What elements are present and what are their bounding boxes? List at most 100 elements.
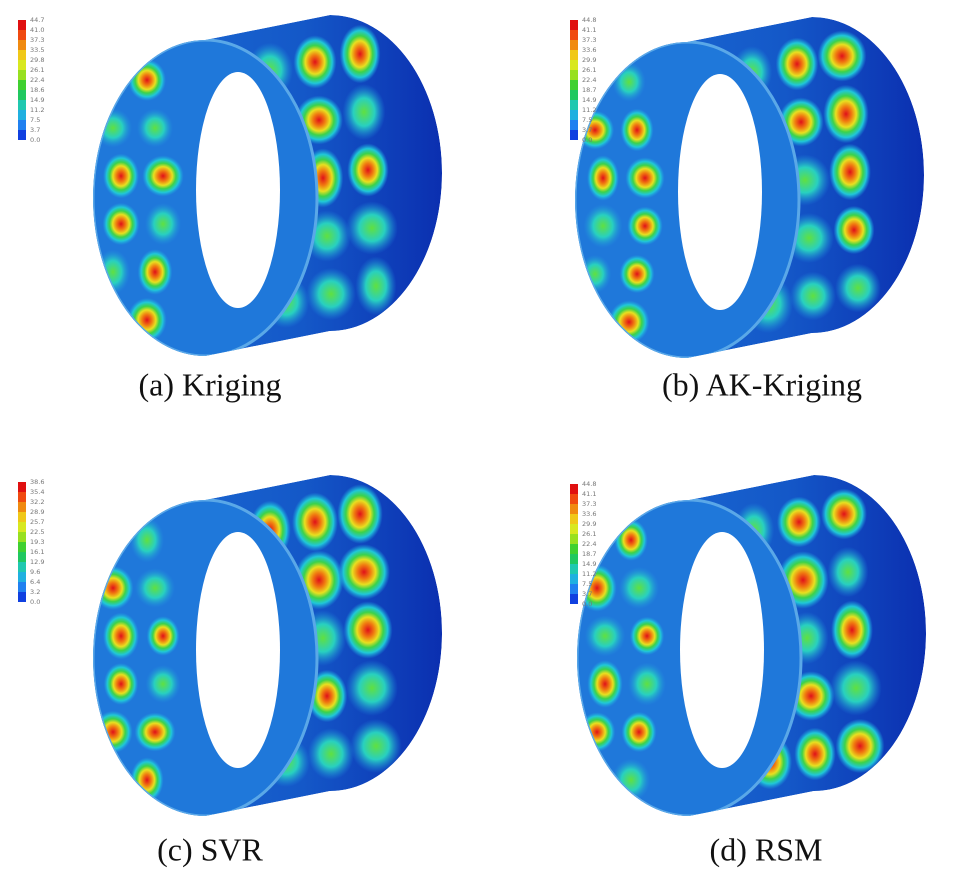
caption: (c) SVR <box>157 831 263 867</box>
legend-band <box>18 492 26 502</box>
legend-band <box>570 60 578 70</box>
stress-spot <box>830 660 882 715</box>
legend-label: 29.9 <box>582 56 596 64</box>
stress-spot <box>823 85 868 143</box>
legend-label: 26.1 <box>30 66 44 74</box>
legend-label: 26.1 <box>582 530 596 538</box>
legend-label: 41.1 <box>582 490 596 498</box>
legend-label: 22.4 <box>582 540 596 548</box>
legend-band <box>18 90 26 100</box>
stress-spot <box>103 154 139 199</box>
legend-label: 29.9 <box>582 520 596 528</box>
stress-spot <box>612 62 645 102</box>
legend-band <box>18 40 26 50</box>
legend-band <box>570 20 578 30</box>
stress-spot <box>612 759 651 802</box>
stress-spot <box>570 760 608 800</box>
legend-band <box>18 572 26 582</box>
legend-label: 14.9 <box>582 560 596 568</box>
stress-spot <box>343 84 386 140</box>
legend-band <box>570 504 578 514</box>
stress-spot <box>776 38 819 91</box>
cylinder <box>87 475 442 816</box>
stress-spot <box>619 567 660 609</box>
legend-label: 7.5 <box>582 116 592 124</box>
legend-band <box>570 50 578 60</box>
legend-band <box>570 120 578 130</box>
stress-spot <box>608 300 649 343</box>
stress-spot <box>306 268 355 320</box>
legend-label: 6.4 <box>30 578 40 586</box>
legend-label: 12.9 <box>30 558 44 566</box>
stress-spot <box>583 204 622 248</box>
legend-band <box>570 70 578 80</box>
legend-band <box>570 484 578 494</box>
legend-label: 44.7 <box>30 16 44 24</box>
legend-label: 33.5 <box>30 46 44 54</box>
opening-gap <box>680 532 764 768</box>
panel: 44.741.037.333.529.826.122.418.614.911.2… <box>18 15 442 356</box>
legend-band <box>18 542 26 552</box>
legend-label: 18.7 <box>582 86 596 94</box>
stress-spot <box>145 203 182 245</box>
legend-label: 3.7 <box>582 590 592 598</box>
legend-label: 3.7 <box>30 126 40 134</box>
legend-band <box>570 30 578 40</box>
legend-band <box>18 592 26 602</box>
stress-spot <box>619 255 654 293</box>
stress-spot <box>777 497 821 548</box>
legend-band <box>570 494 578 504</box>
legend-label: 33.6 <box>582 46 596 54</box>
stress-spot <box>87 520 123 560</box>
legend-label: 14.9 <box>582 96 596 104</box>
legend-label: 26.1 <box>582 66 596 74</box>
legend-label: 33.6 <box>582 510 596 518</box>
legend-band <box>18 512 26 522</box>
stress-spot <box>308 728 354 780</box>
stress-spot <box>85 59 126 102</box>
stress-spot <box>587 660 622 708</box>
legend-band <box>570 534 578 544</box>
legend-label: 7.5 <box>30 116 40 124</box>
stress-spot <box>128 59 166 101</box>
legend-label: 0.0 <box>582 600 592 608</box>
legend-band <box>18 30 26 40</box>
stress-spot <box>127 298 166 342</box>
stress-spot <box>294 35 337 88</box>
stress-spot <box>614 519 647 561</box>
legend-label: 22.4 <box>582 76 596 84</box>
stress-spot <box>831 600 873 659</box>
stress-spot <box>625 157 664 198</box>
legend-label: 22.4 <box>30 76 44 84</box>
legend-label: 38.6 <box>30 478 44 486</box>
opening-gap <box>196 72 280 308</box>
legend-label: 35.4 <box>30 488 44 496</box>
stress-spot <box>346 201 398 254</box>
legend-label: 44.8 <box>582 16 596 24</box>
stress-spot <box>292 493 338 552</box>
legend-label: 18.6 <box>30 86 44 94</box>
legend-band <box>18 110 26 120</box>
legend-band <box>570 110 578 120</box>
legend-band <box>570 514 578 524</box>
legend-band <box>18 50 26 60</box>
legend-label: 32.2 <box>30 498 44 506</box>
stress-spot <box>135 568 175 608</box>
legend-band <box>18 60 26 70</box>
stress-spot <box>94 108 133 147</box>
legend-band <box>18 80 26 90</box>
legend-label: 14.9 <box>30 96 44 104</box>
stress-spot <box>827 547 868 598</box>
legend-band <box>18 120 26 130</box>
opening-gap <box>196 532 280 768</box>
legend-band <box>18 482 26 492</box>
legend-label: 18.7 <box>582 550 596 558</box>
panel: 38.635.432.228.925.722.519.316.112.99.66… <box>18 475 442 816</box>
stress-spot <box>818 30 867 81</box>
stress-spot <box>88 759 122 801</box>
legend-label: 29.8 <box>30 56 44 64</box>
figure: 44.741.037.333.529.826.122.418.614.911.2… <box>0 0 964 869</box>
legend-band <box>18 130 26 140</box>
legend-label: 19.3 <box>30 538 44 546</box>
stress-spot <box>628 662 666 705</box>
